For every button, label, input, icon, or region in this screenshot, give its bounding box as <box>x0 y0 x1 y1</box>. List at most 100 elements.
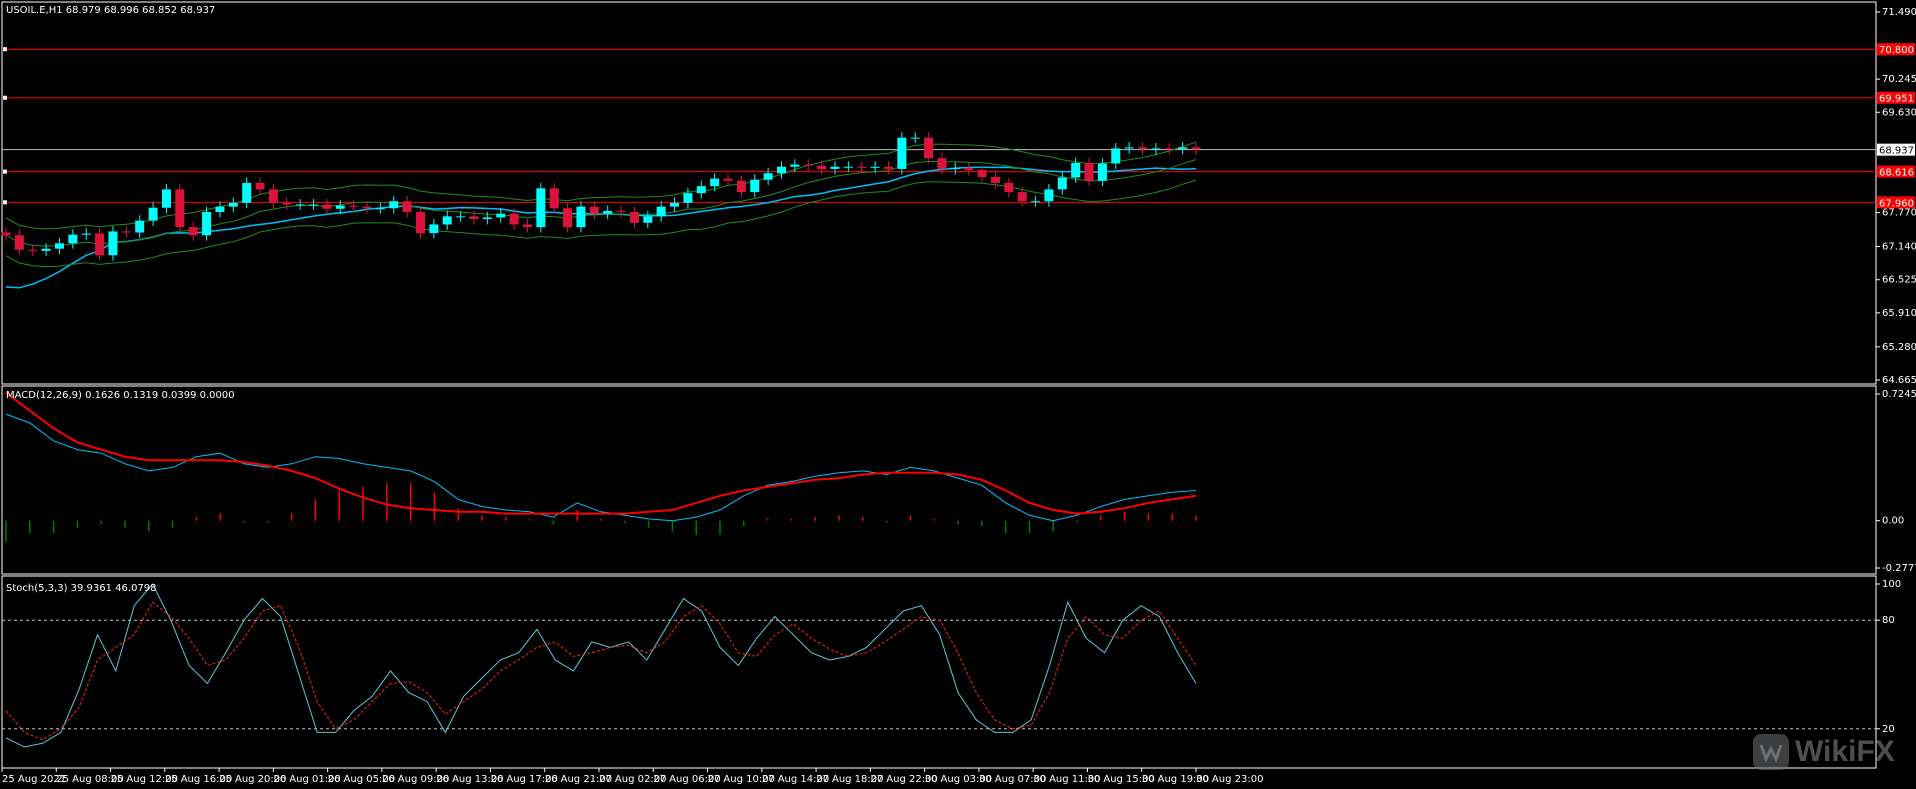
macd-signal-line <box>5 391 1197 515</box>
candle-bear <box>282 202 292 205</box>
time-tick-label: 26 Aug 21:00 <box>545 774 612 785</box>
candle-bull <box>108 231 118 256</box>
price-tag-label: 69.951 <box>1879 94 1914 105</box>
level-anchor-marker <box>3 200 7 205</box>
time-tick-label: 25 Aug 12:00 <box>111 774 178 785</box>
time-tick-label: 26 Aug 09:00 <box>382 774 449 785</box>
candle-bull <box>54 243 64 249</box>
candle-bear <box>937 158 947 169</box>
macd-tick-label: 0.7245 <box>1882 389 1916 400</box>
price-tick-label: 70.245 <box>1882 74 1916 85</box>
candle-bull <box>763 173 773 180</box>
candle-bull <box>843 166 853 168</box>
stoch-tick-label: 80 <box>1882 615 1895 626</box>
candle-bull <box>496 213 506 218</box>
candle-bull <box>228 202 238 207</box>
candle-bull <box>81 233 91 235</box>
candle-bull <box>950 167 960 169</box>
time-tick-label: 26 Aug 13:00 <box>436 774 503 785</box>
price-tick-label: 69.630 <box>1882 107 1916 118</box>
bollinger-upper-line <box>5 141 1197 230</box>
candle-bull <box>910 137 920 139</box>
macd-tick-label: 0.00 <box>1882 516 1904 527</box>
candle-bull <box>1178 147 1188 149</box>
macd-main-line <box>5 413 1197 522</box>
candle-bear <box>990 176 1000 183</box>
price-tag-bg <box>1877 91 1915 104</box>
candle-bear <box>964 167 974 170</box>
candle-bear <box>322 204 332 209</box>
candle-bull <box>429 224 439 234</box>
candle-bear <box>549 188 559 209</box>
macd-panel: 0.7245 0.00 -0.2777 <box>5 389 1916 574</box>
price-tick-label: 64.665 <box>1882 375 1916 386</box>
candle-bear <box>268 189 278 203</box>
candle-bull <box>1124 147 1134 149</box>
candle-bear <box>402 201 412 213</box>
candle-bear <box>255 182 265 190</box>
time-tick-label: 27 Aug 14:00 <box>762 774 829 785</box>
stoch-label: Stoch(5,3,3) 39.9361 46.0798 <box>6 583 157 594</box>
price-tag-bg <box>1877 43 1915 56</box>
candle-bull <box>309 204 319 206</box>
candle-bull <box>777 166 787 174</box>
candle-bull <box>603 210 613 214</box>
stoch-panel: 100 80 20 <box>2 579 1901 748</box>
macd-panel-frame <box>1 385 1877 575</box>
price-tick-label: 66.525 <box>1882 275 1916 286</box>
wikifx-watermark: WikiFX <box>1753 732 1909 772</box>
candle-bull <box>1031 201 1041 203</box>
candle-bull <box>242 182 252 203</box>
time-tick-label: 27 Aug 22:00 <box>870 774 937 785</box>
price-panel: 71.490 70.245 69.630 67.770 67.140 66.525 65.9… <box>1 7 1916 386</box>
candle-bull <box>643 216 653 223</box>
time-tick-label: 25 Aug 16:00 <box>165 774 232 785</box>
price-tick-label: 71.490 <box>1882 7 1916 18</box>
candle-bull <box>335 205 345 209</box>
candle-bull <box>1044 189 1054 202</box>
stoch-signal-line <box>5 601 1197 741</box>
level-anchor-marker <box>3 95 7 100</box>
time-tick-label: 26 Aug 01:00 <box>273 774 340 785</box>
candle-bear <box>924 137 934 159</box>
candle-bull <box>696 186 706 194</box>
candle-bull <box>1057 177 1067 190</box>
candle-bull <box>830 166 840 169</box>
candle-bull <box>790 164 800 167</box>
candle-bear <box>1191 147 1201 150</box>
candle-bull <box>456 216 466 218</box>
candle-bear <box>175 189 185 228</box>
candle-bear <box>803 164 813 166</box>
candle-bull <box>1111 148 1121 164</box>
candle-bull <box>389 201 399 209</box>
moving-average-line <box>5 166 1197 289</box>
price-tag-label: 67.960 <box>1879 198 1914 209</box>
candle-bull <box>202 212 212 236</box>
candle-bull <box>1097 163 1107 181</box>
candle-bear <box>349 205 359 207</box>
stoch-panel-frame <box>1 575 1877 769</box>
level-anchor-marker <box>3 47 7 52</box>
candle-bear <box>1138 147 1148 150</box>
candle-bull <box>161 189 171 208</box>
candle-bear <box>1164 148 1174 150</box>
candle-bear <box>563 208 573 228</box>
price-tag-label: 70.800 <box>1879 45 1914 56</box>
candle-bull <box>536 188 546 228</box>
time-tick-label: 30 Aug 15:00 <box>1087 774 1154 785</box>
bollinger-lower-line <box>5 179 1197 268</box>
candle-bear <box>469 216 479 220</box>
time-tick-label: 25 Aug 20:00 <box>219 774 286 785</box>
stoch-main-line <box>5 583 1197 748</box>
candle-bull <box>442 216 452 225</box>
time-tick-label: 27 Aug 10:00 <box>708 774 775 785</box>
candle-bear <box>188 227 198 236</box>
candle-bear <box>1 232 11 236</box>
candle-bull <box>897 137 907 169</box>
time-tick-label: 25 Aug 08:00 <box>56 774 123 785</box>
stoch-tick-label: 100 <box>1882 579 1901 590</box>
time-tick-label: 26 Aug 17:00 <box>490 774 557 785</box>
time-tick-label: 30 Aug 19:00 <box>1142 774 1209 785</box>
